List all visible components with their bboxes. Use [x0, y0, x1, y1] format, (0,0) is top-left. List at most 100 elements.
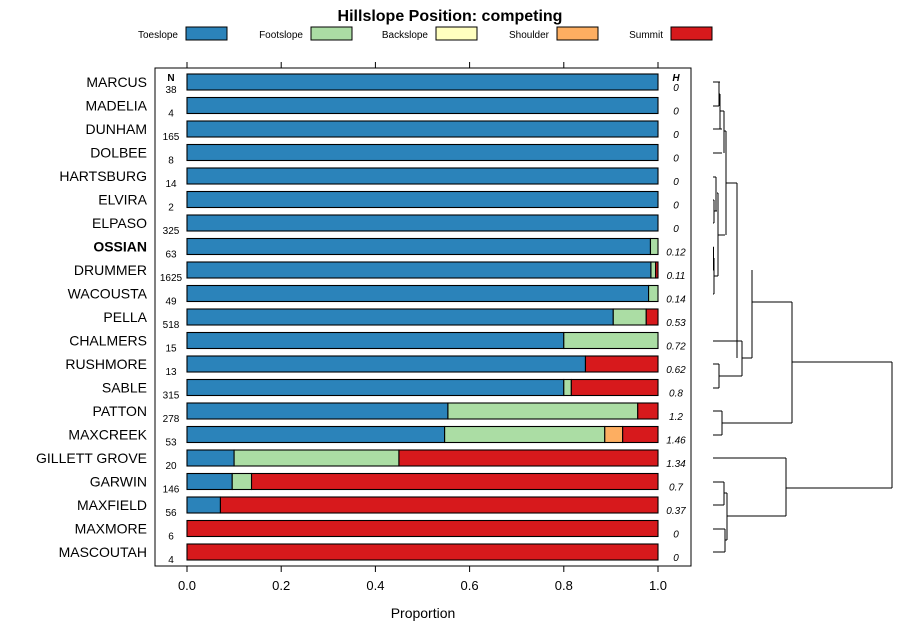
h-value-mascoutah: 0	[673, 553, 679, 564]
legend-swatch-summit	[670, 26, 713, 41]
bar-maxcreek-summit	[622, 425, 659, 444]
n-value-maxmore: 6	[168, 532, 174, 543]
bar-gillett-grove-footslope	[233, 449, 400, 467]
h-labels: 0 0 0 0 0 0 0 0.12 0.11 0.14 0.53 0.72 0.62 0.8 1.2 1.4…	[666, 83, 686, 564]
row-label-sable: SABLE	[102, 380, 147, 396]
bar-maxcreek-footslope	[444, 425, 606, 444]
row-label-hartsburg: HARTSBURG	[59, 168, 147, 184]
n-value-hartsburg: 14	[165, 179, 177, 190]
bar-dunham-toeslope	[186, 120, 659, 138]
x-tick-label-3: 0.6	[461, 578, 479, 593]
n-value-maxfield: 56	[165, 508, 177, 519]
n-value-elvira: 2	[168, 203, 174, 214]
row-label-dolbee: DOLBEE	[90, 145, 147, 161]
h-value-hartsburg: 0	[673, 177, 679, 188]
chart-title: Hillslope Position: competing	[338, 8, 563, 25]
n-value-patton: 278	[163, 414, 180, 425]
legend-swatch-backslope	[435, 26, 478, 41]
top-ticks	[186, 62, 659, 68]
legend-label-summit: Summit	[629, 30, 663, 41]
row-label-garwin: GARWIN	[90, 474, 147, 490]
h-value-dolbee: 0	[673, 154, 679, 165]
n-header: N	[167, 73, 174, 84]
bar-elpaso-toeslope	[186, 214, 659, 232]
n-value-pella: 518	[163, 320, 180, 331]
n-value-madelia: 4	[168, 109, 174, 120]
bar-madelia-toeslope	[186, 96, 659, 115]
n-value-dolbee: 8	[168, 156, 174, 167]
bar-chalmers-toeslope	[186, 331, 565, 350]
bar-patton-toeslope	[186, 402, 449, 420]
n-value-mascoutah: 4	[168, 555, 174, 566]
bar-pella-summit	[645, 308, 659, 326]
legend-label-backslope: Backslope	[382, 30, 429, 41]
bar-maxfield-summit	[219, 496, 659, 514]
bar-maxcreek-toeslope	[186, 425, 446, 444]
h-value-rushmore: 0.62	[666, 365, 686, 376]
bar-garwin-summit	[250, 472, 659, 491]
legend-swatch-shoulder	[556, 26, 599, 41]
row-label-gillett-grove: GILLETT GROVE	[36, 450, 147, 466]
h-value-dunham: 0	[673, 130, 679, 141]
plot-frame	[154, 67, 692, 567]
row-label-chalmers: CHALMERS	[69, 333, 147, 349]
dendrogram	[713, 81, 893, 553]
row-label-rushmore: RUSHMORE	[65, 356, 147, 372]
row-label-mascoutah: MASCOUTAH	[59, 544, 147, 560]
bar-marcus-toeslope	[186, 73, 659, 91]
legend-swatch-footslope	[310, 26, 353, 41]
h-value-garwin: 0.7	[669, 483, 683, 494]
n-value-ossian: 63	[165, 250, 177, 261]
bar-patton-footslope	[447, 402, 639, 420]
n-value-wacousta: 49	[165, 297, 177, 308]
bars	[186, 73, 659, 561]
bar-gillett-grove-summit	[398, 449, 659, 467]
bar-pella-footslope	[612, 308, 647, 326]
bar-maxmore-summit	[186, 519, 659, 538]
h-value-wacousta: 0.14	[666, 295, 686, 306]
bar-sable-toeslope	[186, 378, 565, 397]
bar-gillett-grove-toeslope	[186, 449, 235, 467]
h-header: H	[672, 73, 680, 84]
n-value-drummer: 1625	[160, 273, 183, 284]
bar-chalmers-footslope	[563, 331, 659, 350]
bar-drummer-toeslope	[186, 261, 652, 279]
x-tick-label-0: 0.0	[178, 578, 196, 593]
row-label-drummer: DRUMMER	[74, 262, 147, 278]
h-value-gillett-grove: 1.34	[666, 459, 686, 470]
bar-pella-toeslope	[186, 308, 614, 326]
n-value-chalmers: 15	[165, 344, 177, 355]
legend-label-shoulder: Shoulder	[509, 30, 550, 41]
bar-mascoutah-summit	[186, 543, 659, 561]
bar-dolbee-toeslope	[186, 143, 659, 162]
h-value-ossian: 0.12	[666, 248, 686, 259]
bar-ossian-footslope	[649, 237, 659, 256]
bar-elvira-toeslope	[186, 190, 659, 209]
h-value-patton: 1.2	[669, 412, 683, 423]
bar-ossian-toeslope	[186, 237, 652, 256]
h-value-maxcreek: 1.46	[666, 436, 686, 447]
h-value-elpaso: 0	[673, 224, 679, 235]
row-label-elpaso: ELPASO	[92, 215, 147, 231]
n-value-gillett-grove: 20	[165, 461, 177, 472]
n-value-elpaso: 325	[163, 226, 180, 237]
h-value-drummer: 0.11	[667, 271, 686, 282]
bar-rushmore-toeslope	[186, 355, 587, 373]
row-label-madelia: MADELIA	[86, 98, 148, 114]
h-value-madelia: 0	[673, 107, 679, 118]
bar-drummer-footslope	[650, 261, 657, 279]
bar-wacousta-footslope	[648, 284, 659, 303]
bar-maxcreek-shoulder	[604, 425, 624, 444]
h-value-pella: 0.53	[666, 318, 686, 329]
x-tick-label-4: 0.8	[555, 578, 573, 593]
row-label-maxfield: MAXFIELD	[77, 497, 147, 513]
bar-sable-summit	[570, 378, 659, 397]
bar-patton-summit	[637, 402, 659, 420]
n-value-marcus: 38	[165, 85, 177, 96]
x-tick-label-2: 0.4	[366, 578, 384, 593]
bar-wacousta-toeslope	[186, 284, 650, 303]
dendrogram-branch	[713, 81, 893, 553]
row-label-wacousta: WACOUSTA	[68, 286, 148, 302]
legend-label-toeslope: Toeslope	[138, 30, 178, 41]
h-value-maxfield: 0.37	[666, 506, 686, 517]
